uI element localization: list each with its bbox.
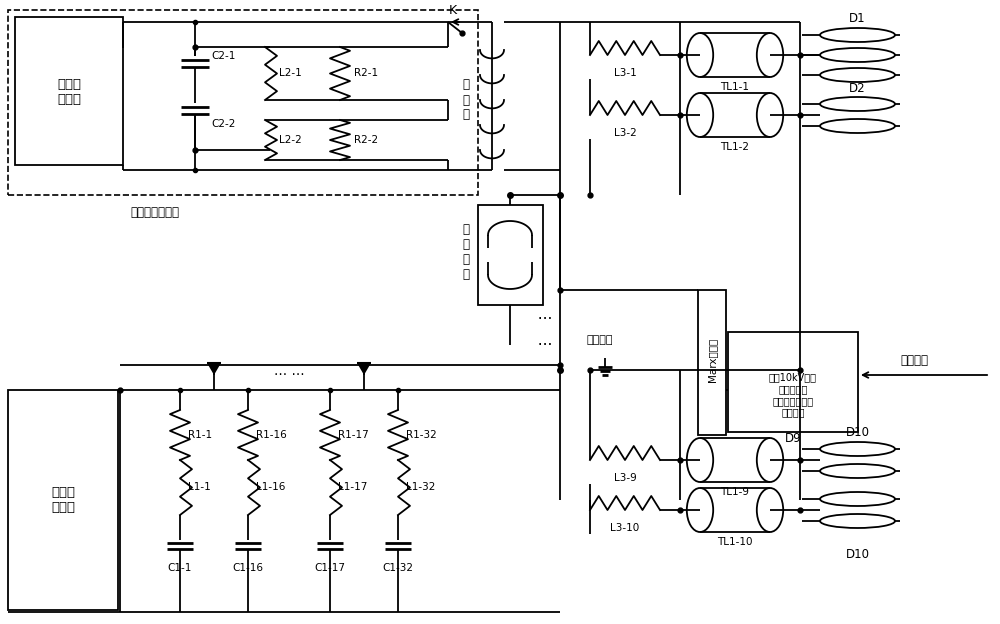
Text: C1-32: C1-32 <box>382 563 414 573</box>
Text: L1-32: L1-32 <box>406 482 435 492</box>
Text: R1-16: R1-16 <box>256 430 287 440</box>
Text: R1-1: R1-1 <box>188 430 212 440</box>
Text: TL1-10: TL1-10 <box>717 537 753 547</box>
Text: ··· ···: ··· ··· <box>274 368 304 382</box>
Text: L3-1: L3-1 <box>614 68 636 78</box>
Text: 光控10kV高压
脉冲放大器
高稳定性直流高
压发生器: 光控10kV高压 脉冲放大器 高稳定性直流高 压发生器 <box>769 373 817 417</box>
Text: L1-1: L1-1 <box>188 482 211 492</box>
Text: R2-2: R2-2 <box>354 135 378 145</box>
Text: L1-17: L1-17 <box>338 482 367 492</box>
Text: L3-2: L3-2 <box>614 128 636 138</box>
Text: TL1-2: TL1-2 <box>720 142 750 152</box>
Text: L2-1: L2-1 <box>279 69 302 79</box>
Polygon shape <box>357 363 371 375</box>
Text: C2-2: C2-2 <box>211 119 235 129</box>
Text: TL1-1: TL1-1 <box>720 82 750 92</box>
Text: K: K <box>449 4 457 17</box>
Text: C1-17: C1-17 <box>314 563 346 573</box>
Text: R1-32: R1-32 <box>406 430 437 440</box>
Text: L1-16: L1-16 <box>256 482 285 492</box>
Bar <box>478 205 543 305</box>
Text: 主电离
充电机: 主电离 充电机 <box>51 486 75 514</box>
Bar <box>698 290 726 435</box>
Bar <box>8 390 118 610</box>
Text: TL1-9: TL1-9 <box>720 487 750 497</box>
Text: ···: ··· <box>528 313 552 328</box>
Text: 预电离脉冲电源: 预电离脉冲电源 <box>130 205 180 218</box>
Text: C2-1: C2-1 <box>211 51 235 61</box>
Text: D1: D1 <box>849 12 866 26</box>
Bar <box>728 332 858 432</box>
Text: L2-2: L2-2 <box>279 135 302 145</box>
Text: L3-10: L3-10 <box>610 523 640 533</box>
Polygon shape <box>207 363 221 375</box>
Text: D2: D2 <box>849 82 866 94</box>
Bar <box>8 10 478 195</box>
Text: R2-1: R2-1 <box>354 69 378 79</box>
Text: D10: D10 <box>846 426 870 439</box>
Bar <box>15 17 123 165</box>
Text: C1-16: C1-16 <box>232 563 264 573</box>
Text: 气
体
开
关: 气 体 开 关 <box>462 223 469 281</box>
Text: D9: D9 <box>785 432 801 444</box>
Text: C1-1: C1-1 <box>168 563 192 573</box>
Text: 预电离
充电机: 预电离 充电机 <box>57 78 81 106</box>
Text: 磁
开
关: 磁 开 关 <box>462 79 469 122</box>
Text: 公共地端: 公共地端 <box>587 335 613 345</box>
Text: Marx触发器: Marx触发器 <box>707 338 717 382</box>
Text: R1-17: R1-17 <box>338 430 369 440</box>
Text: L3-9: L3-9 <box>614 473 636 483</box>
Text: ···: ··· <box>528 338 552 353</box>
Text: 触发信号: 触发信号 <box>900 354 928 366</box>
Text: D10: D10 <box>846 548 870 562</box>
